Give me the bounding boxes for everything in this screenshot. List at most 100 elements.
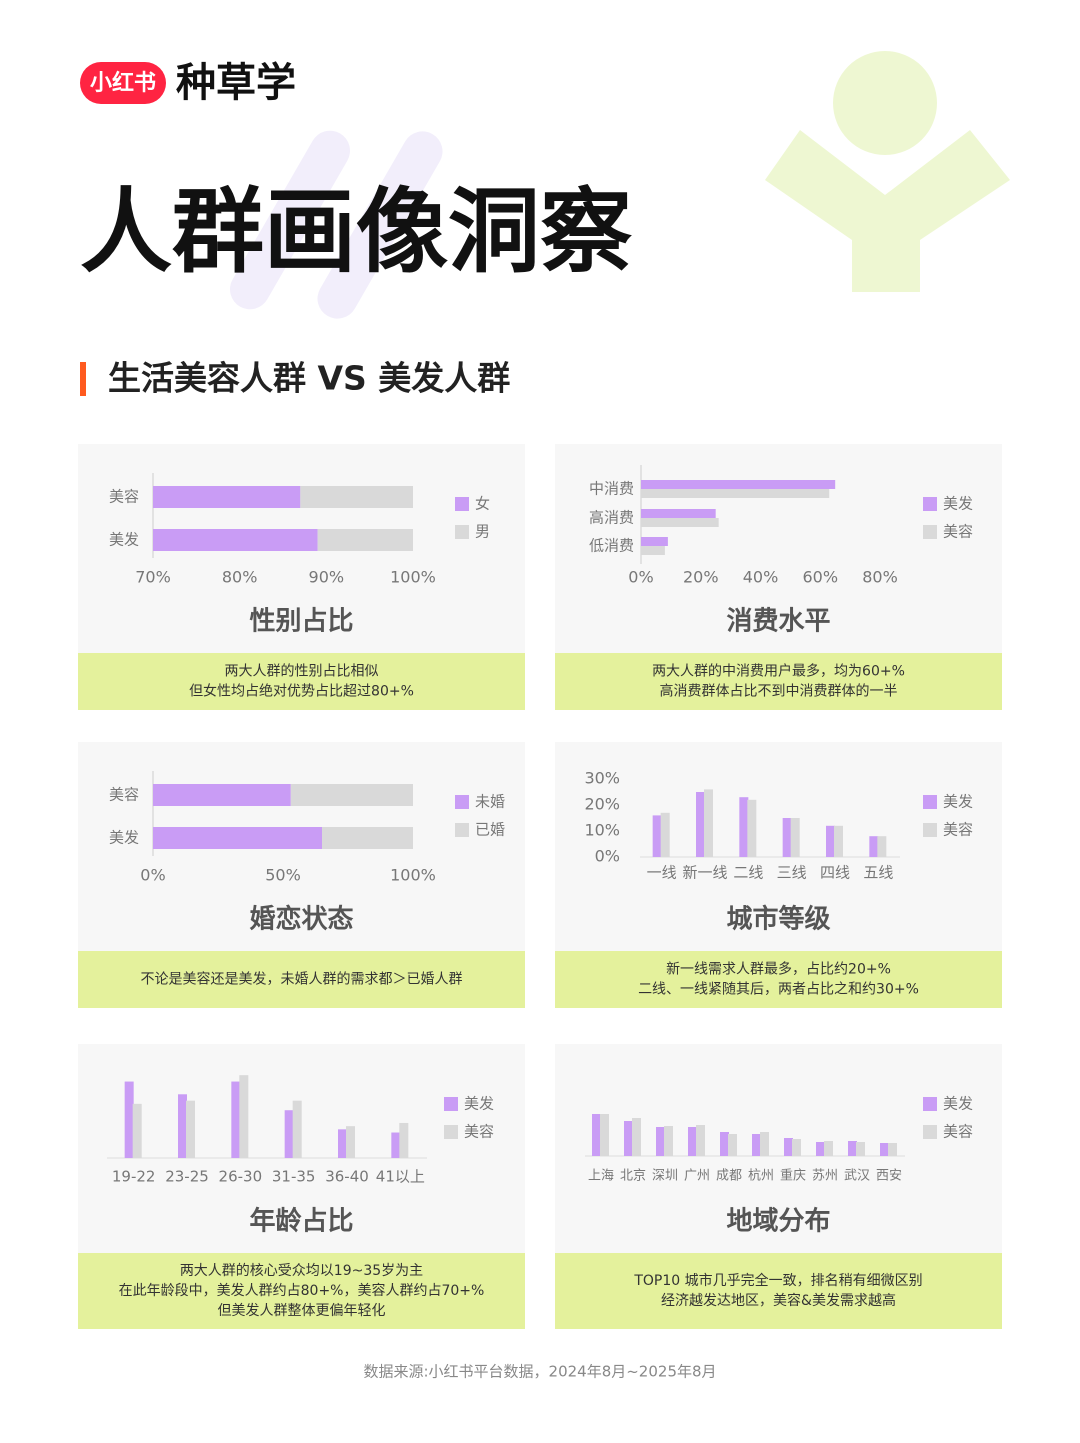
x-tick-label: 26-30 [219, 1168, 263, 1186]
brand: 种草学 [176, 60, 296, 106]
legend-label: 美容 [943, 1123, 973, 1141]
x-tick-label: 北京 [620, 1169, 646, 1184]
bar [338, 1129, 347, 1158]
caption: 经济越发达地区，美容&美发需求越高 [661, 1292, 896, 1309]
bar [856, 1142, 865, 1156]
bar [656, 1127, 665, 1156]
legend-label: 美发 [464, 1095, 494, 1113]
bar [739, 797, 749, 857]
logo: 小红书 [90, 70, 156, 96]
chart-title: 婚恋状态 [249, 904, 353, 935]
caption: 两大人群的性别占比相似 [225, 664, 379, 680]
x-tick-label: 成都 [716, 1169, 742, 1184]
y-tick-label: 30% [584, 769, 620, 788]
legend-swatch [923, 525, 937, 539]
x-tick-label: 23-25 [165, 1168, 209, 1186]
y-tick-label: 高消费 [589, 509, 634, 527]
chart-panel: 地域分布 TOP10 城市几乎完全一致，排名稍有细微区别经济越发达地区，美容&美发… [555, 1044, 1002, 1329]
y-tick-label: 美发 [109, 829, 139, 847]
x-tick-label: 四线 [820, 864, 850, 882]
x-tick-label: 31-35 [272, 1168, 316, 1186]
legend-swatch [455, 823, 469, 837]
legend-swatch [444, 1097, 458, 1111]
caption-background [555, 951, 1002, 1008]
bar [153, 486, 301, 508]
bar [124, 1081, 134, 1158]
panel-background [555, 444, 1002, 653]
x-tick-label: 100% [390, 568, 436, 587]
bar [869, 836, 879, 857]
x-tick-label: 70% [135, 568, 171, 587]
source: 数据来源:小红书平台数据，2024年8月~2025年8月 [363, 1363, 716, 1381]
bar [641, 537, 668, 546]
legend-swatch [923, 1097, 937, 1111]
x-tick-label: 0% [628, 568, 653, 587]
x-tick-label: 41以上 [376, 1168, 425, 1186]
caption: 但女性均占绝对优势占比超过80+% [189, 683, 414, 700]
legend-label: 美发 [943, 1095, 973, 1113]
bar [284, 1110, 294, 1158]
y-tick-label: 20% [584, 795, 620, 814]
bar [834, 825, 843, 857]
bar [792, 1139, 801, 1156]
bar [399, 1122, 409, 1158]
bar [784, 1138, 793, 1156]
legend-label: 美容 [943, 523, 973, 541]
caption: 两大人群的中消费用户最多，均为60+% [652, 663, 905, 680]
bar [592, 1114, 601, 1156]
bar [704, 789, 713, 857]
bar [790, 818, 800, 857]
panel-background [555, 742, 1002, 951]
bar [292, 1100, 302, 1158]
x-tick-label: 苏州 [812, 1168, 838, 1184]
caption-background [78, 653, 525, 710]
bar [688, 1127, 697, 1156]
chart-panel: 年龄占比两大人群的核心受众均以19~35岁为主在此年龄段中，美发人群约占80+%… [78, 1044, 525, 1329]
legend-swatch [923, 497, 937, 511]
bar [153, 784, 291, 806]
legend-label: 美发 [943, 495, 973, 513]
bar [346, 1126, 355, 1158]
x-tick-label: 重庆 [780, 1168, 806, 1184]
bar [664, 1126, 673, 1156]
bar [880, 1143, 889, 1156]
bar [300, 486, 413, 508]
bar [826, 825, 835, 857]
bar [322, 827, 413, 849]
x-tick-label: 二线 [733, 864, 763, 882]
bar [132, 1103, 142, 1158]
bar [760, 1132, 769, 1156]
legend-swatch [444, 1125, 458, 1139]
y-tick-label: 美容 [109, 786, 139, 804]
bar [641, 489, 830, 498]
x-tick-label: 三线 [777, 864, 807, 882]
bar [888, 1143, 897, 1156]
x-tick-label: 80% [862, 568, 898, 587]
y-tick-label: 中消费 [589, 480, 634, 498]
y-tick-label: 美发 [109, 531, 139, 549]
x-tick-label: 0% [140, 866, 165, 885]
x-tick-label: 武汉 [844, 1169, 870, 1184]
legend-label: 女 [475, 495, 490, 513]
x-tick-label: 80% [222, 568, 258, 587]
x-tick-label: 新一线 [682, 864, 727, 882]
caption: 二线、一线紧随其后，两者占比之和约30+% [638, 982, 919, 998]
bar [186, 1100, 195, 1158]
bar [747, 799, 757, 857]
caption-background [555, 1253, 1002, 1329]
x-tick-label: 五线 [863, 864, 893, 882]
caption-background [555, 653, 1002, 710]
bar [641, 546, 665, 555]
x-tick-label: 一线 [647, 864, 677, 882]
y-tick-label: 0% [595, 847, 620, 866]
x-tick-label: 40% [743, 568, 779, 587]
legend-swatch [923, 823, 937, 837]
x-tick-label: 50% [265, 866, 301, 885]
decoration [230, 51, 1010, 319]
bar [391, 1132, 401, 1158]
page-title: 人群画像洞察 [80, 178, 632, 285]
y-tick-label: 低消费 [589, 537, 634, 555]
